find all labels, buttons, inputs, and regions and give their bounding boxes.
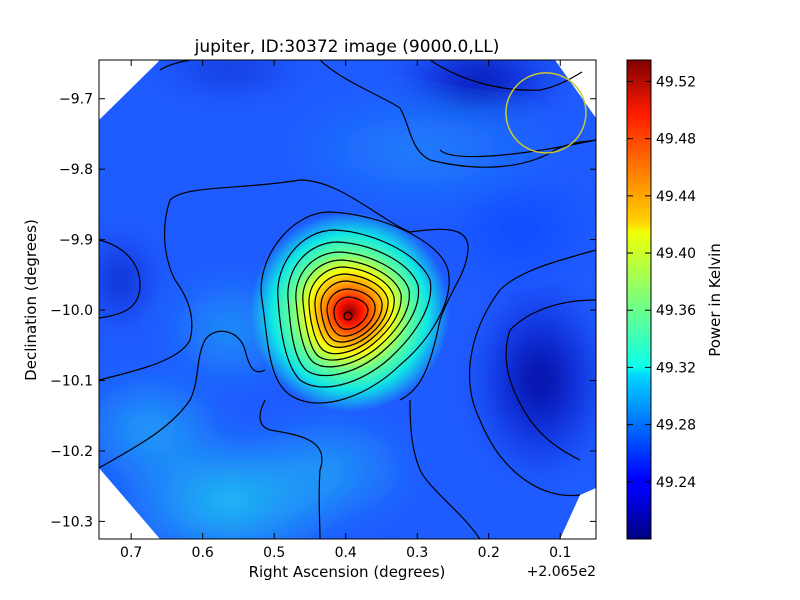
x-offset-label: +2.065e2 bbox=[527, 564, 596, 580]
y-tick-label: −10.3 bbox=[50, 514, 93, 530]
x-tick-label: 0.5 bbox=[263, 545, 285, 561]
chart-title: jupiter, ID:30372 image (9000.0,LL) bbox=[194, 37, 500, 57]
x-tick-label: 0.4 bbox=[335, 545, 357, 561]
colorbar-tick-label: 49.24 bbox=[656, 475, 696, 491]
colorbar-tick-label: 49.28 bbox=[656, 418, 696, 434]
colorbar-tick-label: 49.48 bbox=[656, 132, 696, 148]
y-axis-label: Declination (degrees) bbox=[22, 219, 40, 381]
y-tick-label: −10.0 bbox=[50, 303, 93, 319]
y-tick-label: −9.8 bbox=[59, 162, 93, 178]
colorbar-label: Power in Kelvin bbox=[706, 243, 724, 357]
colorbar-tick-label: 49.36 bbox=[656, 303, 696, 319]
x-tick-label: 0.3 bbox=[406, 545, 428, 561]
colorbar-tick-label: 49.40 bbox=[656, 246, 696, 262]
y-tick-label: −9.9 bbox=[59, 233, 93, 249]
heatmap-field bbox=[99, 60, 596, 539]
x-tick-label: 0.7 bbox=[120, 545, 142, 561]
y-tick-label: −10.1 bbox=[50, 374, 93, 390]
colorbar-tick-label: 49.44 bbox=[656, 189, 696, 205]
y-axis-ticks: −9.7 −9.8 −9.9 −10.0 −10.1 −10.2 −10.3 bbox=[50, 92, 596, 530]
x-tick-label: 0.2 bbox=[478, 545, 500, 561]
y-tick-label: −10.2 bbox=[50, 444, 93, 460]
x-tick-label: 0.1 bbox=[549, 545, 571, 561]
colorbar-ticks: 49.24 49.28 49.32 49.36 49.40 49.44 49.48 49.52 bbox=[627, 74, 696, 491]
x-axis-ticks: 0.7 0.6 0.5 0.4 0.3 0.2 0.1 bbox=[120, 60, 571, 561]
colorbar-tick-label: 49.32 bbox=[656, 360, 696, 376]
colorbar-tick-label: 49.52 bbox=[656, 74, 696, 90]
contour-lines bbox=[99, 60, 596, 539]
x-tick-label: 0.6 bbox=[192, 545, 214, 561]
y-tick-label: −9.7 bbox=[59, 92, 93, 108]
plot-frame bbox=[98, 59, 597, 540]
x-axis-label: Right Ascension (degrees) bbox=[249, 563, 446, 581]
colorbar bbox=[626, 59, 652, 540]
beam-circle bbox=[505, 72, 587, 154]
